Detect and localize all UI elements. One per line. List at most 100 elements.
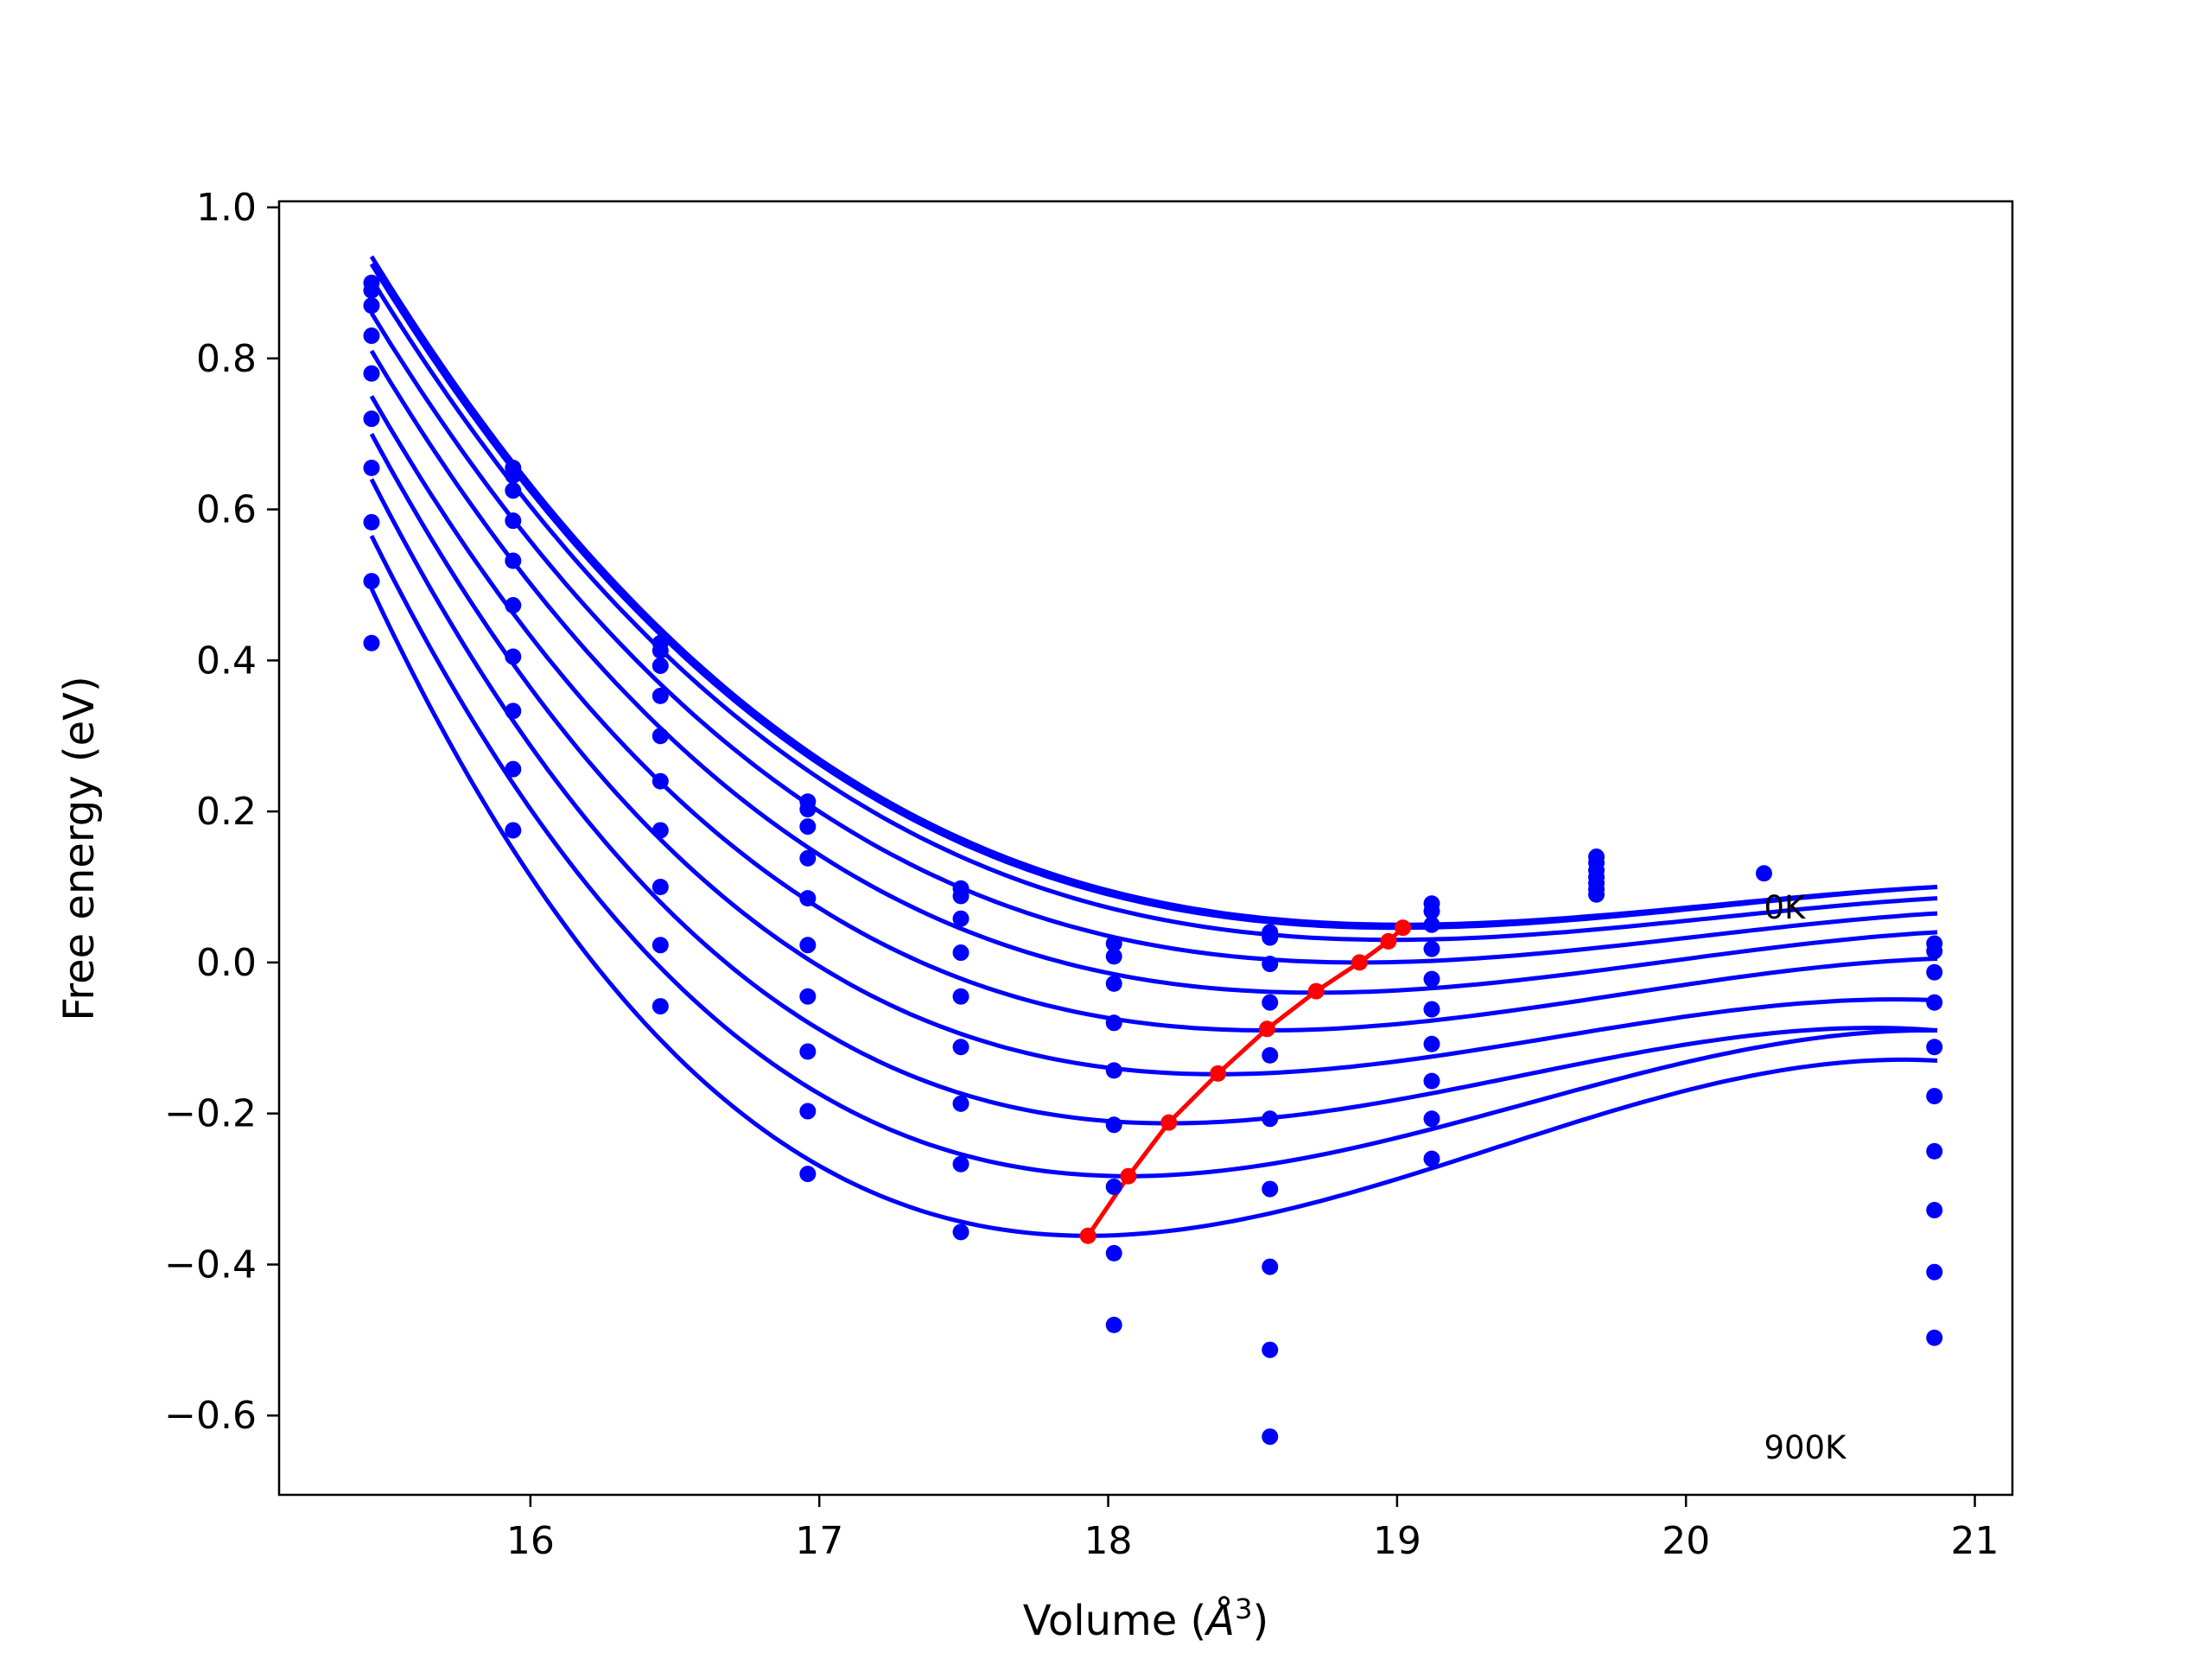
fit-curve-2 [369,277,1938,943]
data-point [1926,963,1943,981]
data-point [1105,1316,1122,1333]
data-point [1262,1428,1279,1446]
data-point [363,459,380,476]
data-point [505,822,522,839]
y-tick-label: −0.4 [164,1243,257,1287]
data-point [1423,1110,1440,1128]
data-point [799,988,817,1005]
data-point [363,410,380,428]
data-point [1926,943,1943,960]
data-point [1423,1035,1440,1052]
fit-curve-1 [369,263,1938,931]
data-point [652,822,669,839]
data-point [1105,1244,1122,1262]
annotation-label: 0K [1764,889,1807,926]
equilibrium-point [1160,1114,1178,1131]
data-point [952,988,969,1005]
data-point [363,365,380,382]
equilibrium-point [1258,1020,1275,1038]
data-point [652,657,669,674]
data-point [363,297,380,315]
data-point [952,1155,969,1173]
y-tick-label: 0.0 [196,941,257,985]
data-point [1262,1258,1279,1275]
data-point [952,1224,969,1241]
data-point [1926,1329,1943,1346]
data-point [952,887,969,905]
y-tick-label: 1.0 [196,186,257,230]
y-tick-label: 0.2 [196,790,257,834]
fit-curve-6 [369,433,1938,1077]
data-point [1926,994,1943,1011]
data-point [1926,1202,1943,1219]
equilibrium-point [1395,919,1412,937]
y-axis-label: Free energy (eV) [55,676,104,1020]
data-point [505,512,522,530]
equilibrium-line [1079,919,1412,1244]
data-point [952,910,969,927]
data-point [505,597,522,614]
data-point [1262,994,1279,1011]
data-point [363,327,380,345]
data-point [1926,1088,1943,1105]
data-point [1262,956,1279,973]
data-point [652,642,669,659]
x-axis-label: Volume (Å3) [1023,1592,1268,1645]
x-tick-label: 18 [1084,1519,1133,1563]
data-point [1926,1263,1943,1281]
fit-curve-0 [369,255,1938,927]
data-point [505,648,522,665]
x-tick-label: 16 [506,1519,555,1563]
x-tick-label: 20 [1662,1519,1710,1563]
data-point [652,998,669,1015]
data-point [363,282,380,299]
data-point [505,552,522,569]
fit-curve-7 [369,478,1938,1126]
y-tick-label: −0.2 [164,1092,257,1136]
data-point [1262,1110,1279,1128]
equilibrium-point [1351,954,1368,971]
data-point [952,1095,969,1112]
data-point [1588,886,1605,903]
data-point [1262,929,1279,946]
data-point [1423,916,1440,933]
x-tick-label: 19 [1373,1519,1421,1563]
x-tick-label: 21 [1951,1519,1999,1563]
data-point [1105,935,1122,952]
data-point [505,482,522,499]
data-point [652,937,669,954]
data-point [1262,1180,1279,1198]
data-point [1423,1072,1440,1090]
data-point [799,937,817,954]
data-point [1423,902,1440,919]
data-point [799,800,817,817]
data-point [1262,1046,1279,1064]
annotations: 0K 900K [1764,889,1847,1466]
fit-curve-4 [369,349,1938,995]
y-tick-label: 0.6 [196,488,257,532]
annotation-label: 900K [1764,1429,1847,1466]
fit-curve-8 [369,534,1938,1179]
y-tick-label: −0.6 [164,1394,257,1438]
data-point [1105,1178,1122,1195]
y-axis-ticks: 1.0 0.8 0.6 0.4 0.2 0.0 −0.2 −0.4 −0.6 [164,186,279,1438]
data-point [799,890,817,907]
fit-curves [369,255,1938,1238]
plot-frame [277,200,2014,1497]
data-point [1423,940,1440,957]
fit-curve-3 [369,311,1938,965]
data-point [652,687,669,704]
data-point [505,760,522,778]
data-point [1105,1062,1122,1079]
data-point [1105,948,1122,965]
data-point [652,879,669,896]
fit-curve-5 [369,395,1938,1033]
data-point [363,573,380,590]
equilibrium-point [1210,1065,1227,1082]
y-tick-label: 0.4 [196,639,257,683]
data-point [652,772,669,790]
data-point [799,849,817,867]
data-point [1423,970,1440,988]
y-tick-label: 0.8 [196,337,257,381]
data-point [799,818,817,836]
